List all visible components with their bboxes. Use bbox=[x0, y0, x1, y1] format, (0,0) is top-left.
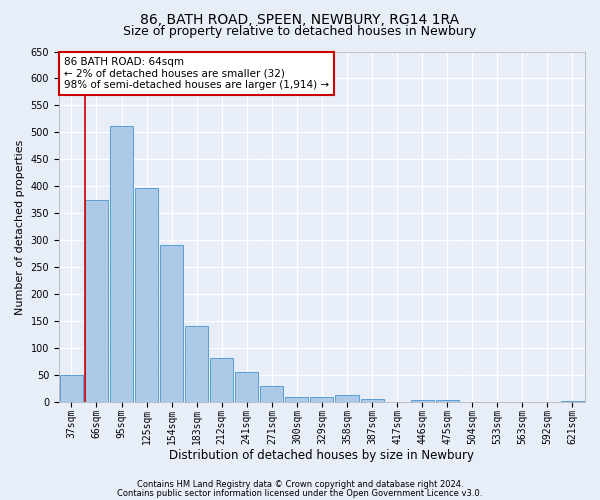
Text: Contains public sector information licensed under the Open Government Licence v3: Contains public sector information licen… bbox=[118, 488, 482, 498]
Bar bbox=[310, 397, 334, 402]
Bar bbox=[85, 200, 108, 402]
Bar bbox=[361, 398, 383, 402]
Y-axis label: Number of detached properties: Number of detached properties bbox=[15, 140, 25, 314]
Bar bbox=[110, 126, 133, 402]
Bar bbox=[160, 245, 183, 402]
Bar bbox=[436, 400, 459, 402]
Bar bbox=[260, 386, 283, 402]
Bar bbox=[561, 401, 584, 402]
Text: Size of property relative to detached houses in Newbury: Size of property relative to detached ho… bbox=[124, 25, 476, 38]
Bar bbox=[185, 326, 208, 402]
Bar bbox=[60, 376, 83, 402]
X-axis label: Distribution of detached houses by size in Newbury: Distribution of detached houses by size … bbox=[169, 450, 475, 462]
Bar bbox=[235, 372, 259, 402]
Text: Contains HM Land Registry data © Crown copyright and database right 2024.: Contains HM Land Registry data © Crown c… bbox=[137, 480, 463, 489]
Bar bbox=[210, 358, 233, 403]
Bar bbox=[335, 396, 359, 402]
Bar bbox=[286, 397, 308, 402]
Bar bbox=[135, 188, 158, 402]
Text: 86 BATH ROAD: 64sqm
← 2% of detached houses are smaller (32)
98% of semi-detache: 86 BATH ROAD: 64sqm ← 2% of detached hou… bbox=[64, 57, 329, 90]
Text: 86, BATH ROAD, SPEEN, NEWBURY, RG14 1RA: 86, BATH ROAD, SPEEN, NEWBURY, RG14 1RA bbox=[140, 12, 460, 26]
Bar bbox=[410, 400, 434, 402]
